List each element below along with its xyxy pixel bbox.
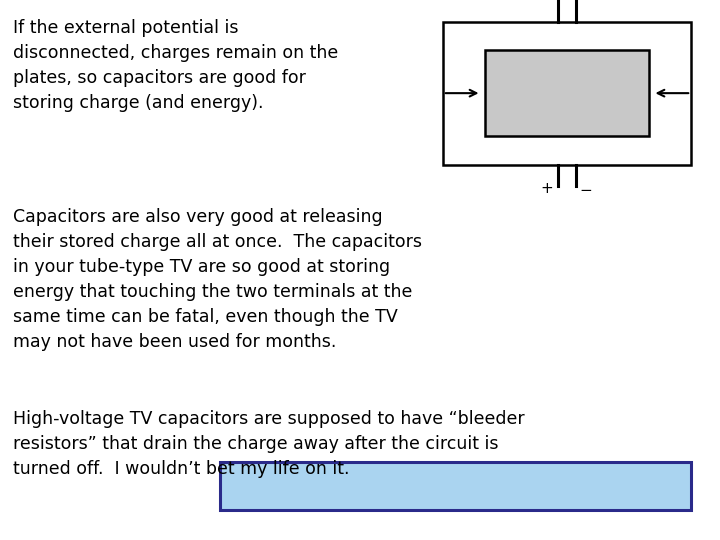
Bar xyxy=(220,462,691,510)
Text: −: − xyxy=(580,183,592,198)
Bar xyxy=(443,22,691,165)
Text: +: + xyxy=(541,181,553,196)
Text: Capacitors are also very good at releasing
their stored charge all at once.  The: Capacitors are also very good at releasi… xyxy=(13,208,422,351)
Bar xyxy=(485,50,649,136)
Text: High-voltage TV capacitors are supposed to have “bleeder
resistors” that drain t: High-voltage TV capacitors are supposed … xyxy=(13,410,525,478)
Text: If the external potential is
disconnected, charges remain on the
plates, so capa: If the external potential is disconnecte… xyxy=(13,19,338,112)
